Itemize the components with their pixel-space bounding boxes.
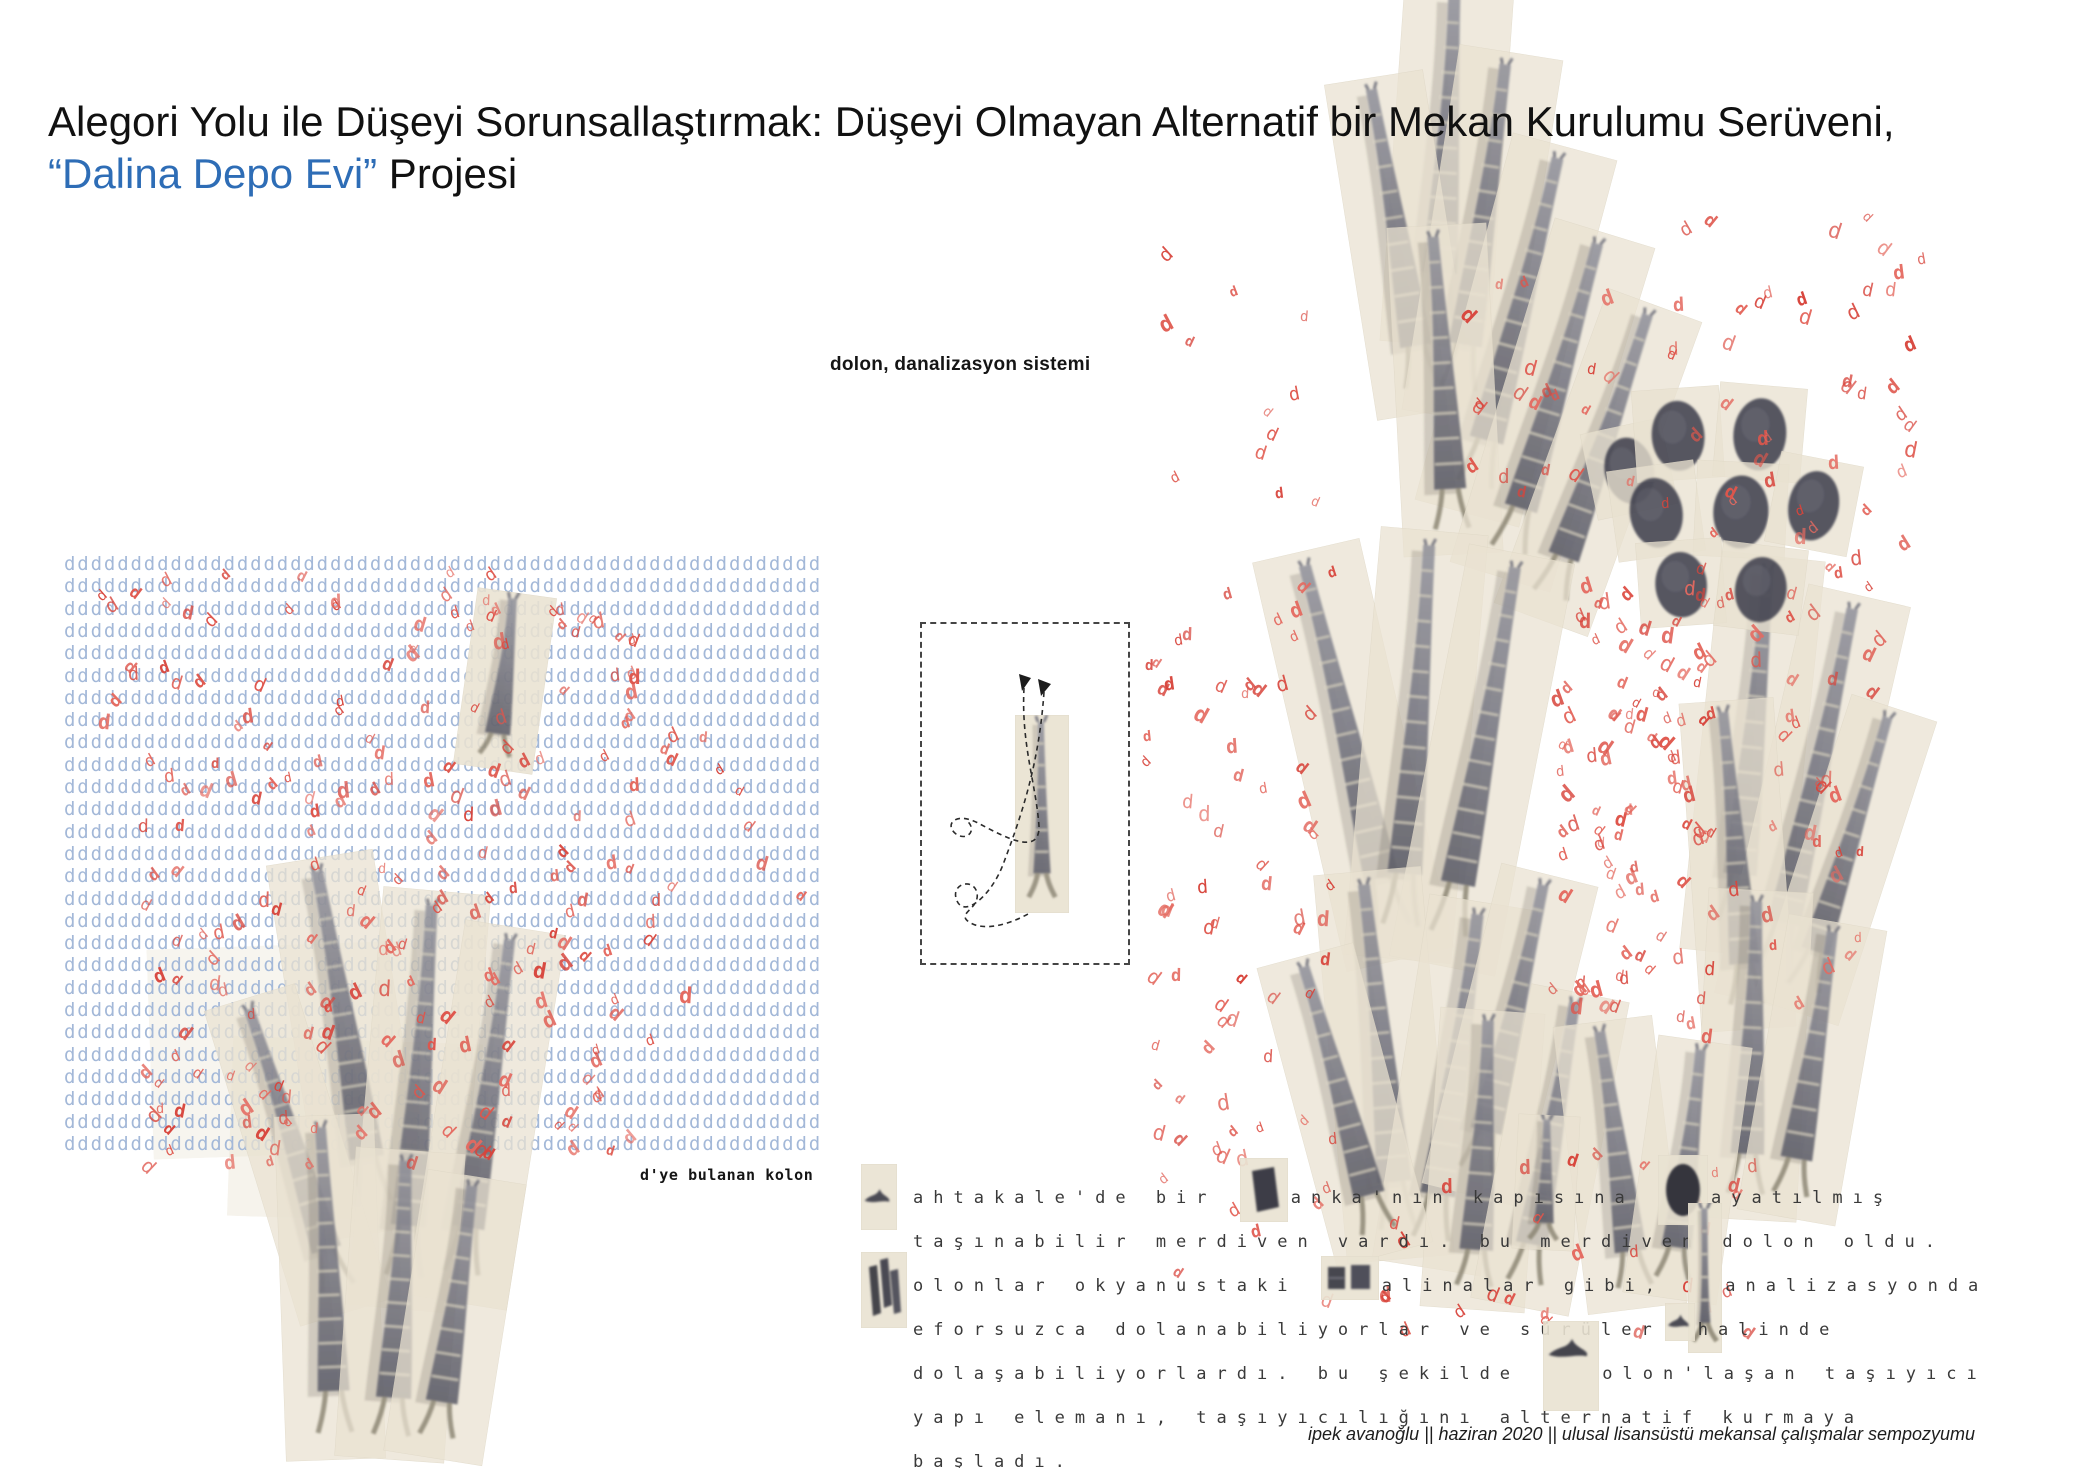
scattered-letter: d: [1497, 465, 1510, 489]
ladder-photo: [383, 1168, 527, 1467]
letter-grid-row: dddddddddddddddddddddddddddddddddddddddd…: [64, 776, 823, 798]
poster-title: Alegori Yolu ile Düşeyi Sorunsallaştırma…: [48, 96, 1895, 200]
ladder-photo: [1386, 222, 1504, 558]
paragraph-text: analizasyonda: [1725, 1276, 1989, 1296]
blob-photo: [1692, 459, 1790, 561]
paragraph-line: dolaşabiliyorlardı. bu şekilde olon'laşa…: [913, 1320, 1987, 1411]
paragraph-line: yapı elemanı, taşıyıcılığını alternatif …: [913, 1396, 1864, 1440]
paragraph-text: eforsuzca dolanabiliyorlar ve sürüler: [913, 1320, 1662, 1340]
letter-grid-row: dddddddddddddddddddddddddddddddddddddddd…: [64, 842, 823, 865]
paragraph-line: olonlar okyanustaki alinalar gibi, anali…: [860, 1200, 1989, 1353]
flight-path-diagram: [950, 674, 1051, 928]
letter-grid-row: dddddddddddddddddddddddddddddddddddddddd…: [64, 709, 823, 732]
bird_big-photo-glyph: [1542, 1320, 1600, 1428]
title-line2: “Dalina Depo Evi” Projesi: [48, 148, 1895, 200]
letter-grid-row: dddddddddddddddddddddddddddddddddddddddd…: [64, 553, 823, 575]
ladder-photo: [453, 587, 557, 775]
ladder-photo-glyph: [1687, 1200, 1723, 1370]
stack-photo-glyph: [860, 1251, 908, 1345]
ladder-photo: [1736, 913, 1888, 1227]
letter-grid-row: dddddddddddddddddddddddddddddddddddddddd…: [64, 686, 823, 709]
dashed-inset-box: [920, 622, 1130, 965]
paragraph-text: alinalar gibi,: [1381, 1276, 1686, 1296]
paragraph-line: ahtakale'de bir anka'nın kapısına ayatıl…: [860, 1154, 1894, 1231]
paragraph-line: başladı.: [913, 1440, 1075, 1468]
scattered-letter: d: [628, 665, 641, 690]
letter-grid-row: dddddddddddddddddddddddddddddddddddddddd…: [64, 753, 823, 776]
column-caption: d'ye bulanan kolon: [640, 1166, 814, 1184]
paragraph-text: başladı.: [913, 1452, 1075, 1468]
paragraph-line: eforsuzca dolanabiliyorlar ve sürüler hal…: [913, 1302, 1840, 1352]
paragraph-text: olon'laşan taşıyıcı: [1602, 1364, 1987, 1384]
arrow-up-icon: [1038, 679, 1051, 696]
scattered-letter: d: [1812, 832, 1822, 852]
blob-photo: [1713, 540, 1809, 636]
credit-line: ipek avanoğlu || haziran 2020 || ulusal …: [1308, 1424, 1976, 1444]
paragraph-text: halinde: [1697, 1320, 1840, 1340]
title-line1: Alegori Yolu ile Düşeyi Sorunsallaştırma…: [48, 98, 1895, 145]
blob-photo: [1606, 459, 1706, 563]
scattered-letter: d: [651, 890, 662, 911]
title-line2-rest: Projesi: [377, 150, 518, 197]
rects-photo-glyph: [1320, 1255, 1380, 1317]
letter-grid-row: dddddddddddddddddddddddddddddddddddddddd…: [64, 820, 823, 843]
blob-photo: [1763, 450, 1865, 558]
paragraph-text: anka'nın kapısına: [1290, 1188, 1655, 1208]
bird_small-photo-glyph: [1664, 1302, 1696, 1358]
system-caption: dolon, danalizasyon sistemi: [830, 354, 1091, 375]
paragraph-text: ayatılmış: [1711, 1188, 1894, 1208]
paragraph-text: olonlar okyanustaki: [913, 1276, 1318, 1296]
blob-photo: [1630, 385, 1726, 483]
letter-grid-row: dddddddddddddddddddddddddddddddddddddddd…: [64, 597, 823, 620]
letter-grid-row: dddddddddddddddddddddddddddddddddddddddd…: [64, 798, 823, 821]
paragraph-text: dolaşabiliyorlardı. bu şekilde: [913, 1364, 1541, 1384]
paragraph-text: ahtakale'de bir: [913, 1188, 1237, 1208]
letter-grid-row: dddddddddddddddddddddddddddddddddddddddd…: [64, 575, 823, 598]
ladder-photo: [1256, 942, 1434, 1268]
ladder-photo: [1511, 1113, 1581, 1252]
slab-photo-glyph: [1239, 1157, 1289, 1239]
letter-grid-row: dddddddddddddddddddddddddddddddddddddddd…: [64, 731, 823, 754]
letter-grid-row: dddddddddddddddddddddddddddddddddddddddd…: [64, 642, 823, 665]
paragraph-line: taşınabilir merdiven vardı. bu merdiven …: [913, 1220, 1945, 1264]
paragraph-text: taşınabilir merdiven vardı. bu merdiven …: [913, 1232, 1945, 1252]
letter-grid-row: dddddddddddddddddddddddddddddddddddddddd…: [64, 865, 823, 888]
letter-grid-row: dddddddddddddddddddddddddddddddddddddddd…: [64, 619, 823, 642]
ladder-photo: [1388, 543, 1576, 977]
letter-grid-row: dddddddddddddddddddddddddddddddddddddddd…: [64, 664, 823, 687]
arrow-up-icon: [1019, 674, 1031, 691]
title-project-name: “Dalina Depo Evi”: [48, 150, 378, 197]
paragraph-text: yapı elemanı, taşıyıcılığını alternatif …: [913, 1408, 1865, 1428]
